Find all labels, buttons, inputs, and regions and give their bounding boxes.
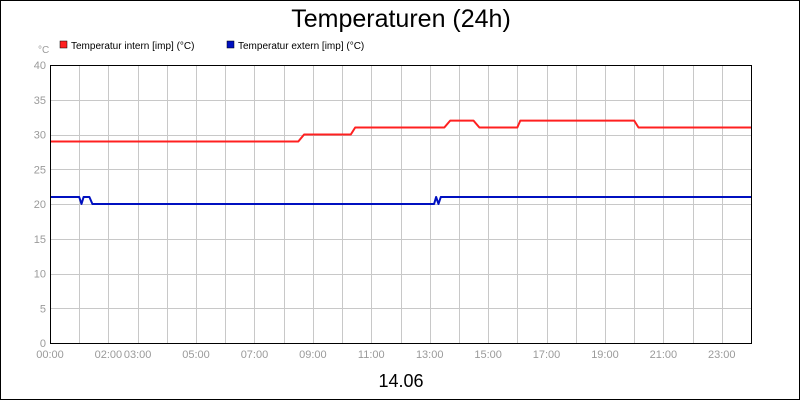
x-tick-label: 21:00 (650, 349, 678, 361)
series-lines (50, 119, 751, 205)
y-tick-label: 20 (34, 199, 46, 211)
y-tick-label: 30 (34, 130, 46, 142)
x-tick-label: 17:00 (533, 349, 561, 361)
y-tick-label: 35 (34, 95, 46, 107)
x-tick-label: 13:00 (416, 349, 444, 361)
x-tick-label: 23:00 (708, 349, 736, 361)
date-label: 14.06 (378, 371, 423, 391)
x-tick-label: 03:00 (124, 349, 152, 361)
x-tick-label: 09:00 (299, 349, 327, 361)
x-axis-ticks: 00:00 02:00 03:00 05:00 07:00 09:00 11:00 13:00… (36, 349, 735, 361)
legend: Temperatur intern [imp] (°C) Temperatur e… (59, 40, 364, 52)
y-tick-label: 10 (34, 269, 46, 281)
x-tick-label: 19:00 (591, 349, 619, 361)
x-tick-label: 02:00 (95, 349, 123, 361)
legend-label-intern: Temperatur intern [imp] (°C) (71, 41, 194, 52)
series-line-extern (50, 196, 751, 205)
x-tick-label: 00:00 (36, 349, 64, 361)
legend-swatch-extern (226, 40, 235, 49)
x-tick-label: 07:00 (241, 349, 269, 361)
y-tick-label: 0 (40, 338, 46, 350)
chart-title: Temperaturen (24h) (291, 5, 511, 33)
y-tick-label: 15 (34, 234, 46, 246)
y-axis-unit: °C (38, 45, 49, 56)
x-tick-label: 15:00 (474, 349, 502, 361)
x-tick-label: 05:00 (182, 349, 210, 361)
y-tick-label: 40 (34, 60, 46, 72)
plot-area-border (50, 65, 752, 344)
legend-swatch-intern (59, 40, 68, 49)
x-tick-label: 11:00 (358, 349, 385, 361)
y-axis-ticks: 0 5 10 15 20 25 30 35 40 (34, 60, 46, 350)
legend-label-extern: Temperatur extern [imp] (°C) (238, 41, 364, 52)
y-tick-label: 25 (34, 164, 46, 176)
series-line-intern (50, 119, 751, 143)
y-tick-label: 5 (40, 303, 46, 315)
